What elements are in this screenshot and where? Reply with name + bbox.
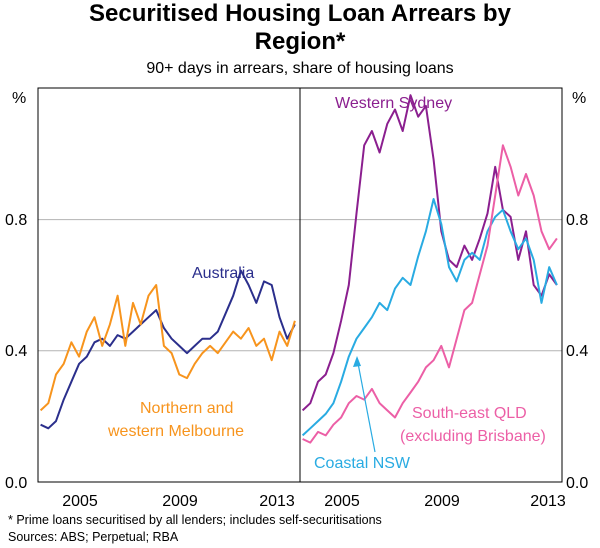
left-y-tick-0-4: 0.4: [5, 343, 27, 360]
line-northern-western-melbourne: [39, 284, 296, 412]
left-x-tick-2005: 2005: [62, 493, 98, 510]
line-south-east-qld: [302, 144, 558, 444]
coastal-nsw-pointer: [356, 357, 376, 453]
right-x-tick-2013: 2013: [530, 493, 566, 510]
footnote: * Prime loans securitised by all lenders…: [8, 513, 382, 527]
sources: Sources: ABS; Perpetual; RBA: [8, 530, 179, 544]
right-x-tick-2009: 2009: [424, 493, 460, 510]
left-y-tick-0-8: 0.8: [5, 212, 27, 229]
left-y-unit: %: [12, 90, 26, 107]
right-y-tick-0-8: 0.8: [566, 212, 588, 229]
right-x-tick-2005: 2005: [324, 493, 360, 510]
label-south-east-qld-line2: (excluding Brisbane): [400, 428, 546, 445]
left-x-tick-2013: 2013: [259, 493, 295, 510]
chart-title-line2: Region*: [254, 28, 346, 55]
label-australia: Australia: [192, 265, 254, 282]
label-northern-western-melbourne-line1: Northern and: [140, 400, 233, 417]
label-south-east-qld-line1: South-east QLD: [412, 405, 527, 422]
line-australia: [40, 269, 296, 430]
label-northern-western-melbourne-line2: western Melbourne: [107, 423, 244, 440]
coastal-nsw-pointer-arrow: [353, 356, 361, 367]
label-coastal-nsw: Coastal NSW: [314, 455, 411, 472]
left-y-tick-0-0: 0.0: [5, 475, 27, 492]
right-y-tick-0-0: 0.0: [566, 475, 588, 492]
line-coastal-nsw: [301, 198, 558, 437]
chart-subtitle: 90+ days in arrears, share of housing lo…: [146, 60, 454, 77]
right-y-tick-0-4: 0.4: [566, 343, 588, 360]
left-x-tick-2009: 2009: [162, 493, 198, 510]
right-y-unit: %: [572, 90, 586, 107]
chart-title-line1: Securitised Housing Loan Arrears by: [89, 0, 511, 27]
label-western-sydney: Western Sydney: [335, 95, 452, 112]
